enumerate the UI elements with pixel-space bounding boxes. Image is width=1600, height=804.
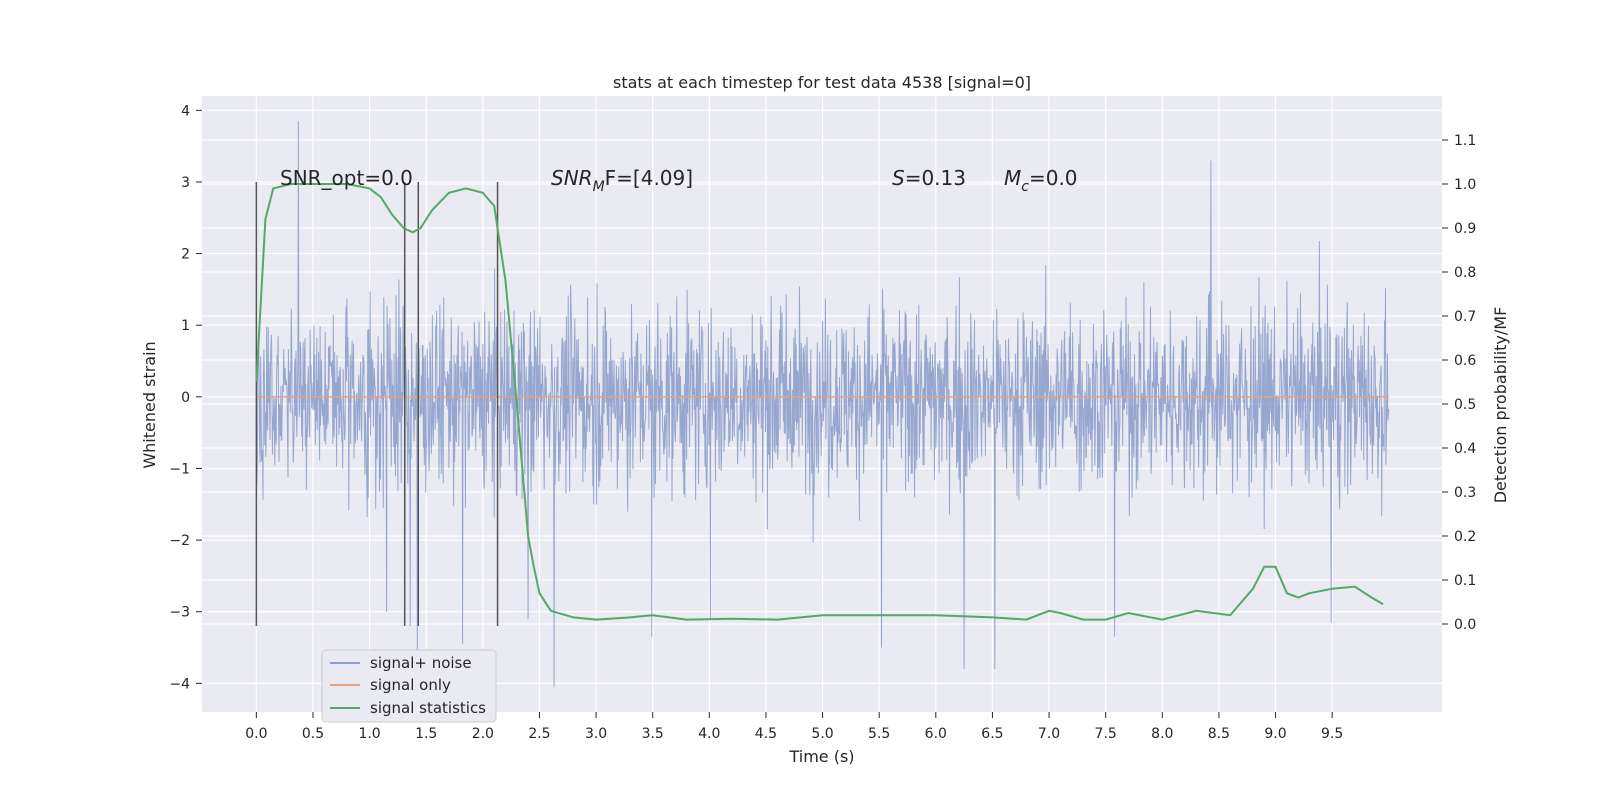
x-tick-label: 3.0 (585, 726, 607, 742)
x-tick-label: 7.5 (1095, 726, 1117, 742)
y-tick-label-right: 0.3 (1454, 485, 1476, 501)
x-tick-label: 8.5 (1208, 726, 1230, 742)
y-tick-label-left: −2 (169, 533, 190, 549)
y-tick-label-left: 1 (181, 318, 190, 334)
x-tick-label: 6.5 (981, 726, 1003, 742)
y-tick-label-right: 0.7 (1454, 309, 1476, 325)
y-tick-label-right: 0.2 (1454, 529, 1476, 545)
y-tick-label-left: −3 (169, 605, 190, 621)
legend-label-signal-statistics: signal statistics (370, 699, 486, 717)
x-tick-label: 5.0 (811, 726, 833, 742)
y-tick-label-right: 1.0 (1454, 177, 1476, 193)
y-tick-label-left: 4 (181, 103, 190, 119)
y-tick-label-right: 0.5 (1454, 397, 1476, 413)
chart-title: stats at each timestep for test data 453… (613, 73, 1031, 92)
y-tick-label-right: 0.8 (1454, 265, 1476, 281)
y-tick-label-right: 0.1 (1454, 573, 1476, 589)
y-tick-label-left: 3 (181, 175, 190, 191)
axis-ticks: 0.0 0.5 1.0 1.5 2.0 2.5 3.0 3.5 4.0 4.5 5.0 5.5 6.0 6… (169, 103, 1476, 742)
x-tick-label: 4.0 (698, 726, 720, 742)
legend-box (321, 649, 497, 723)
x-tick-label: 4.5 (755, 726, 777, 742)
x-axis-label: Time (s) (788, 747, 854, 766)
x-tick-label: 6.0 (925, 726, 947, 742)
x-tick-label: 9.0 (1264, 726, 1286, 742)
y-axis-label-left: Whitened strain (140, 341, 159, 468)
legend-label-signal-noise: signal+ noise (370, 654, 472, 672)
annotation-snr-mf: SNRMF=[4.09] (551, 166, 693, 195)
x-tick-label: 0.5 (302, 726, 324, 742)
y-tick-label-left: 0 (181, 390, 190, 406)
y-tick-label-left: −4 (169, 676, 190, 692)
signal-noise-series (255, 121, 1390, 687)
x-tick-label: 2.5 (528, 726, 550, 742)
x-tick-label: 3.5 (642, 726, 664, 742)
x-tick-label: 1.5 (415, 726, 437, 742)
y-tick-label-right: 0.6 (1454, 353, 1476, 369)
x-tick-label: 9.5 (1321, 726, 1343, 742)
vertical-markers (255, 181, 499, 627)
y-tick-label-left: 2 (181, 247, 190, 263)
x-tick-label: 0.0 (245, 726, 267, 742)
y-tick-label-left: −1 (169, 461, 190, 477)
legend-label-signal-only: signal only (370, 676, 451, 694)
x-tick-label: 1.0 (358, 726, 380, 742)
signal-statistics-series (255, 183, 1384, 621)
x-tick-label: 2.0 (472, 726, 494, 742)
legend: signal+ noise signal only signal statist… (321, 649, 497, 723)
signal-noise-line (255, 121, 1390, 687)
x-tick-label: 7.0 (1038, 726, 1060, 742)
y-axis-label-right: Detection probability/MF (1491, 307, 1510, 504)
annotation-mc: Mc=0.0 (1004, 166, 1078, 195)
x-tick-label: 5.5 (868, 726, 890, 742)
y-tick-label-right: 0.0 (1454, 617, 1476, 633)
annotation-snr-opt: SNR_opt=0.0 (280, 166, 413, 190)
x-tick-label: 8.0 (1151, 726, 1173, 742)
y-tick-label-right: 1.1 (1454, 133, 1476, 149)
annotation-s: S=0.13 (892, 166, 966, 190)
y-tick-label-right: 0.4 (1454, 441, 1476, 457)
signal-statistics-line (255, 183, 1384, 621)
y-tick-label-right: 0.9 (1454, 221, 1476, 237)
